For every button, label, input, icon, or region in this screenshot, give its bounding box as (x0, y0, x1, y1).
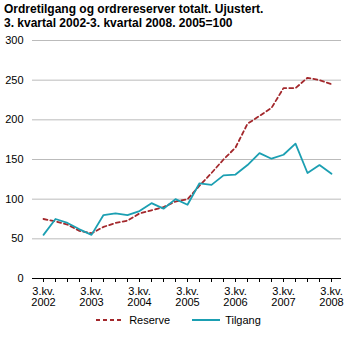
svg-text:200: 200 (5, 113, 23, 125)
svg-text:100: 100 (5, 193, 23, 205)
html-text:Reserve: Reserve (129, 314, 171, 326)
html-text:Tilgang: Tilgang (225, 314, 261, 326)
svg-text:3.kv.2002: 3.kv.2002 (31, 285, 55, 308)
svg-text:3.kv.2008: 3.kv.2008 (319, 285, 343, 308)
svg-text:150: 150 (5, 153, 23, 165)
svg-text:3.kv.2003: 3.kv.2003 (79, 285, 103, 308)
svg-text:0: 0 (17, 272, 23, 284)
html-text:3. kvartal 2002-3. kvartal 200: 3. kvartal 2002-3. kvartal 2008. 2005=10… (4, 16, 233, 30)
svg-text:300: 300 (5, 34, 23, 46)
svg-text:50: 50 (11, 232, 23, 244)
svg-text:3.kv.2006: 3.kv.2006 (223, 285, 247, 308)
svg-text:3.kv.2005: 3.kv.2005 (175, 285, 199, 308)
svg-text:3.kv.2004: 3.kv.2004 (127, 285, 151, 308)
svg-text:3.kv.2007: 3.kv.2007 (271, 285, 295, 308)
html-text:Ordretilgang og ordrereserver: Ordretilgang og ordrereserver totalt. Uj… (4, 2, 264, 16)
svg-text:250: 250 (5, 74, 23, 86)
